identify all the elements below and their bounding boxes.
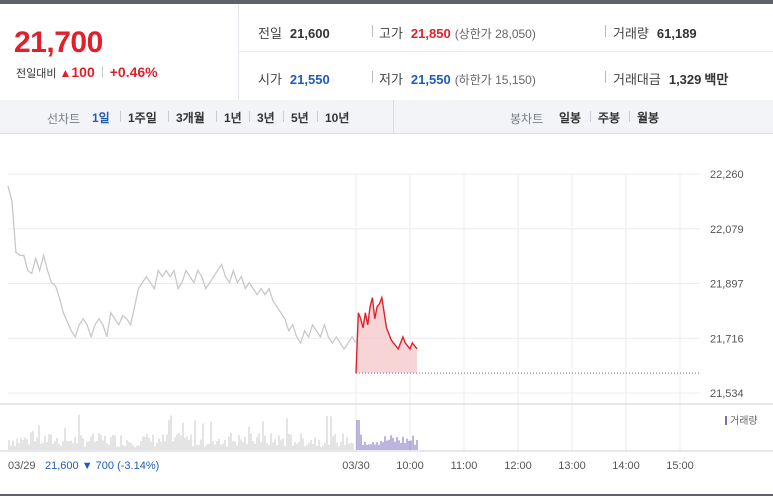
candle-chart-label: 봉차트 — [510, 112, 544, 126]
period-1y[interactable]: 1년 — [224, 111, 242, 125]
volume: 거래량 61,189 — [613, 26, 697, 41]
change-rate: +0.46% — [109, 64, 158, 80]
divider — [372, 71, 373, 83]
y-tick-label: 22,079 — [710, 224, 744, 236]
current-price: 21,700 — [14, 26, 103, 59]
divider — [605, 71, 606, 83]
quote-summary: 21,700 전일대비 ▲100 +0.46% 전일 21,600 고가 21,850(… — [0, 4, 773, 101]
change-amount: 100 — [71, 64, 95, 80]
y-tick-label: 21,534 — [710, 388, 744, 400]
prev-day-close: 21,600 — [45, 460, 79, 472]
divider — [283, 111, 284, 122]
trade-amount: 거래대금 1,329 백만 — [613, 72, 729, 87]
row-divider — [238, 51, 773, 52]
x-tick-label: 13:00 — [558, 460, 586, 472]
volume-legend-label: 거래량 — [730, 416, 758, 427]
divider — [605, 25, 606, 37]
volume-legend: 거래량 — [725, 412, 758, 427]
period-3y[interactable]: 3년 — [257, 111, 275, 125]
period-10y[interactable]: 10년 — [325, 111, 350, 125]
price-chart[interactable]: 22,260 22,079 21,897 21,716 21,534 03/30 10:0… — [0, 160, 773, 475]
legend-swatch — [725, 416, 727, 425]
x-tick-label: 15:00 — [666, 460, 694, 472]
top-border — [0, 0, 773, 4]
change-label: 전일대비 — [16, 68, 57, 80]
today-area-fill — [356, 297, 417, 374]
line-chart-label: 선차트 — [47, 112, 81, 126]
divider — [168, 111, 169, 122]
toolbar-divider — [393, 100, 394, 133]
period-5y[interactable]: 5년 — [291, 111, 309, 125]
up-arrow-icon: ▲ — [59, 66, 72, 80]
divider — [120, 111, 121, 122]
x-tick-label: 11:00 — [451, 460, 478, 472]
divider — [216, 111, 217, 122]
candle-daily[interactable]: 일봉 — [559, 111, 582, 125]
price-box: 21,700 전일대비 ▲100 +0.46% — [0, 4, 239, 100]
divider — [372, 25, 373, 37]
x-tick-label: 12:00 — [504, 460, 532, 472]
prev-close: 전일 21,600 — [258, 26, 330, 41]
x-tick-label: 10:00 — [396, 460, 424, 472]
candle-monthly[interactable]: 월봉 — [637, 111, 660, 125]
period-1d[interactable]: 1일 — [92, 111, 110, 125]
down-arrow-icon: ▼ — [82, 460, 93, 472]
today-line — [355, 294, 418, 374]
period-toolbar: 선차트 1일 1주일 3개월 1년 3년 5년 10년 봉차트 일봉 주봉 월봉 — [0, 100, 773, 134]
y-tick-label: 21,716 — [710, 333, 744, 345]
divider — [629, 111, 630, 122]
x-tick-label: 14:00 — [612, 460, 640, 472]
high-price: 고가 21,850 (상한가 28,050) — [379, 26, 536, 41]
divider — [317, 111, 318, 122]
divider — [101, 66, 103, 78]
candle-weekly[interactable]: 주봉 — [598, 111, 621, 125]
bottom-border — [0, 494, 773, 496]
x-tick-label: 03/30 — [342, 460, 370, 472]
prev-day-date: 03/29 — [8, 460, 36, 472]
divider — [249, 111, 250, 122]
price-change: 전일대비 ▲100 +0.46% — [16, 64, 158, 81]
period-3m[interactable]: 3개월 — [176, 111, 205, 125]
y-tick-label: 21,897 — [710, 279, 744, 291]
low-price: 저가 21,550 (하한가 15,150) — [379, 72, 536, 87]
open-price: 시가 21,550 — [258, 72, 330, 87]
prev-day-line — [7, 185, 357, 351]
prev-day-change-rate: (-3.14%) — [117, 460, 159, 472]
y-tick-label: 22,260 — [710, 169, 744, 181]
prev-day-change-amount: 700 — [96, 460, 114, 472]
period-1w[interactable]: 1주일 — [128, 111, 157, 125]
divider — [590, 111, 591, 122]
prev-day-change: 21,600 ▼ 700 (-3.14%) — [45, 460, 159, 472]
